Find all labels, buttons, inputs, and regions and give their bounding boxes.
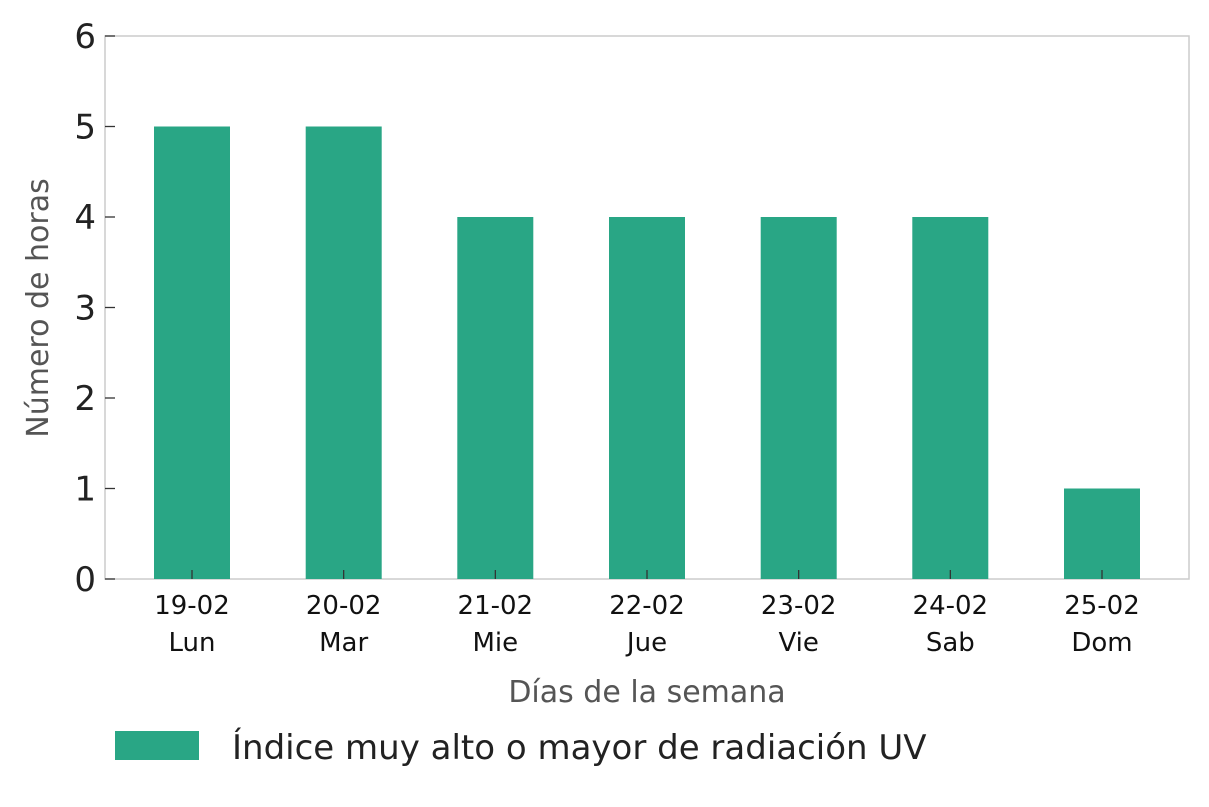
- x-tick-label-25-02: 25-02 Dom: [1064, 591, 1140, 658]
- x-tick-weekday: Jue: [625, 628, 667, 658]
- x-tick-date: 22-02: [609, 591, 685, 621]
- x-tick-date: 23-02: [761, 591, 837, 621]
- bar-20-02: [305, 126, 382, 579]
- x-tick-weekday: Mar: [319, 628, 368, 658]
- x-tick-weekday: Dom: [1071, 628, 1132, 658]
- y-tick-label: 1: [74, 470, 96, 510]
- y-tick-label: 4: [74, 198, 96, 238]
- y-axis-title: Número de horas: [21, 178, 56, 437]
- y-tick-label: 5: [74, 108, 96, 148]
- bar-19-02: [154, 126, 230, 579]
- y-tick-label: 3: [74, 289, 96, 329]
- x-tick-label-22-02: 22-02 Jue: [609, 591, 685, 658]
- y-tick-label: 2: [74, 379, 96, 419]
- bar-21-02: [457, 217, 534, 579]
- x-tick-label-20-02: 20-02 Mar: [306, 591, 382, 658]
- bar-24-02: [912, 217, 989, 579]
- x-tick-weekday: Sab: [926, 628, 975, 658]
- x-tick-weekday: Lun: [169, 628, 216, 658]
- bars-group: [154, 126, 1140, 579]
- bar-23-02: [760, 217, 837, 579]
- x-tick-date: 19-02: [154, 591, 230, 621]
- x-axis-ticks: 19-02 Lun 20-02 Mar 21-02 Mie 22-02 Jue 23-02 Vie…: [154, 570, 1140, 658]
- bar-22-02: [609, 217, 685, 579]
- legend-label: Índice muy alto o mayor de radiación UV: [232, 727, 927, 768]
- x-tick-label-24-02: 24-02 Sab: [913, 591, 989, 658]
- legend: Índice muy alto o mayor de radiación UV: [115, 727, 927, 768]
- legend-swatch: [115, 731, 199, 760]
- y-tick-label: 6: [74, 17, 96, 57]
- x-tick-date: 25-02: [1064, 591, 1140, 621]
- x-tick-weekday: Mie: [473, 628, 519, 658]
- x-axis-title: Días de la semana: [508, 675, 785, 710]
- x-tick-date: 21-02: [458, 591, 534, 621]
- x-tick-weekday: Vie: [778, 628, 818, 658]
- x-tick-label-21-02: 21-02 Mie: [458, 591, 534, 658]
- bar-25-02: [1064, 488, 1140, 579]
- y-axis-ticks: 0 1 2 3 4 5 6: [74, 17, 115, 600]
- x-tick-date: 24-02: [913, 591, 989, 621]
- x-tick-date: 20-02: [306, 591, 382, 621]
- y-tick-label: 0: [74, 560, 96, 600]
- x-tick-label-19-02: 19-02 Lun: [154, 591, 230, 658]
- x-tick-label-23-02: 23-02 Vie: [761, 591, 837, 658]
